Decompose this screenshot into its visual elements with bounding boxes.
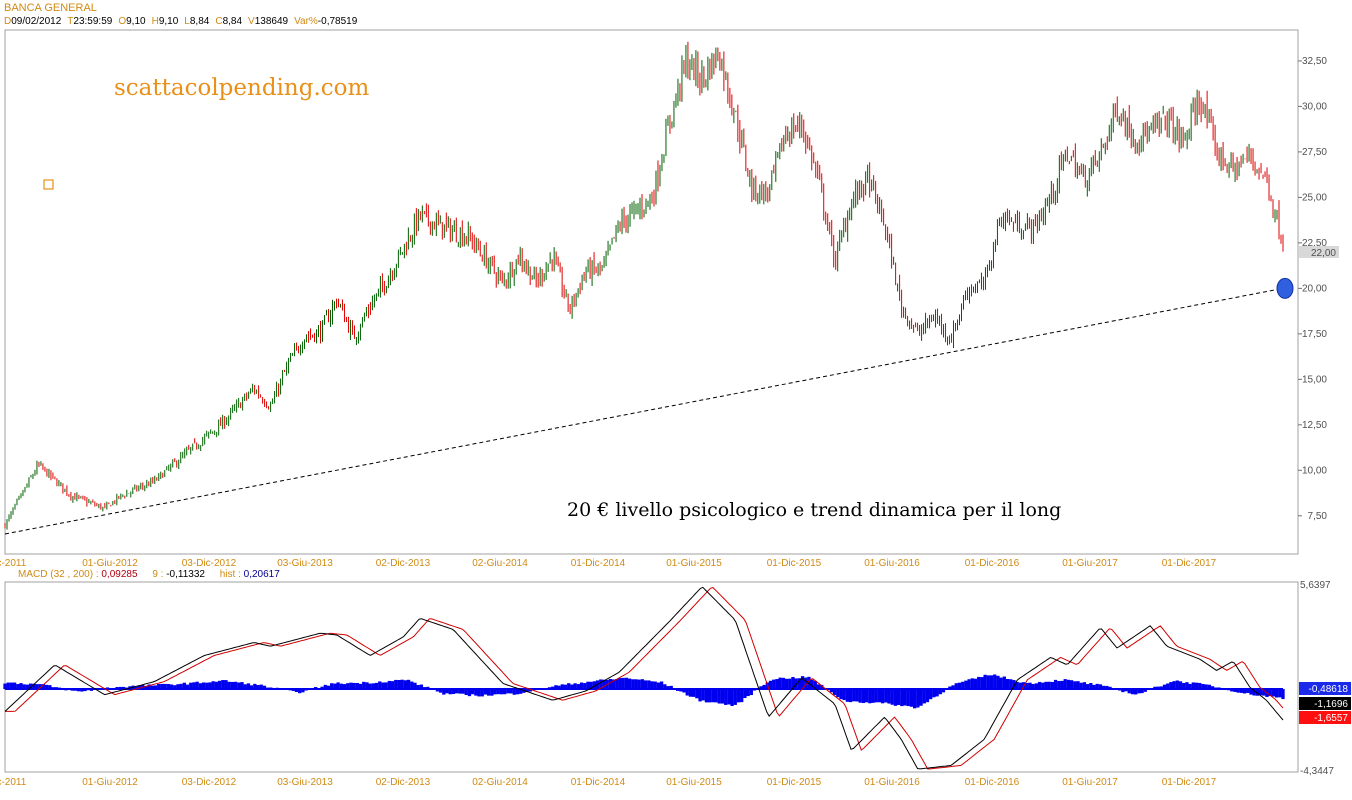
x-tick-label: 01-Giu-2015 bbox=[666, 558, 722, 569]
quote-bar: D09/02/2012 T23:59:59 O9,10 H9,10 L8,84 C8,84… bbox=[4, 16, 363, 27]
y-tick-label: 10,00 bbox=[1302, 465, 1327, 476]
x-tick-label: 01-Giu-2016 bbox=[864, 558, 920, 569]
quote-value: 9,10 bbox=[126, 16, 146, 27]
x-tick-label: 01-Giu-2017 bbox=[1062, 777, 1118, 788]
macd-header: MACD (32 , 200) : 0,09285 9 : -0,11332 h… bbox=[18, 569, 280, 580]
macd-value-box bbox=[1299, 682, 1351, 695]
x-tick-label: 03-Dic-2012 bbox=[182, 558, 237, 569]
quote-value: 23:59:59 bbox=[73, 16, 113, 27]
quote-value: 138649 bbox=[254, 16, 289, 27]
macd-value-labels: -0,48618 -1,1696 -1,6557 bbox=[1299, 682, 1351, 724]
x-tick-label: 02-Giu-2014 bbox=[472, 777, 528, 788]
x-tick-label: 01-Giu-2017 bbox=[1062, 558, 1118, 569]
x-tick-label: 01-Dic-2016 bbox=[965, 558, 1020, 569]
macd-value-label: -1,1696 bbox=[1314, 699, 1348, 710]
quote-key: L bbox=[184, 16, 190, 27]
quote-key: T bbox=[67, 16, 74, 27]
x-tick-label: 01-Giu-2012 bbox=[82, 558, 138, 569]
macd-label: MACD bbox=[18, 569, 48, 580]
macd-histogram bbox=[3, 674, 1285, 709]
watermark: scattacolpending.com bbox=[114, 75, 369, 101]
y-tick-label: 27,50 bbox=[1302, 147, 1327, 158]
macd-y-tick-label: -4,3447 bbox=[1300, 766, 1334, 777]
x-tick-label: 01-Giu-2016 bbox=[864, 777, 920, 788]
quote-key: C bbox=[215, 16, 223, 27]
macd-value-box bbox=[1299, 711, 1351, 724]
x-tick-label: -Dic-2011 bbox=[0, 558, 27, 569]
quote-value: 09/02/2012 bbox=[11, 16, 62, 27]
candlestick-series bbox=[4, 41, 1284, 530]
quote-key: H bbox=[151, 16, 159, 27]
last-price-label: 22,00 bbox=[1311, 248, 1336, 259]
x-tick-label: 01-Dic-2015 bbox=[767, 558, 822, 569]
y-tick-label: 30,00 bbox=[1302, 101, 1327, 112]
y-tick-label: 20,00 bbox=[1302, 283, 1327, 294]
x-tick-label: 03-Giu-2013 bbox=[277, 777, 333, 788]
x-tick-label: 01-Dic-2017 bbox=[1162, 777, 1217, 788]
x-tick-label: 01-Dic-2016 bbox=[965, 777, 1020, 788]
annotation-text: 20 € livello psicologico e trend dinamic… bbox=[567, 499, 1061, 521]
price-y-axis: 7,50 10,00 12,50 15,00 17,50 20,00 22,50 25,00 2… bbox=[1298, 56, 1327, 522]
square-marker-icon bbox=[43, 179, 54, 190]
macd-y-tick-label: 5,6397 bbox=[1300, 580, 1331, 591]
x-tick-label: 02-Dic-2013 bbox=[376, 558, 431, 569]
macd-value: 0,09285 bbox=[101, 569, 138, 580]
macd-value-label: -1,6557 bbox=[1314, 713, 1348, 724]
trend-line bbox=[4, 287, 1284, 535]
macd-line bbox=[4, 586, 1284, 770]
last-price-box bbox=[1299, 245, 1339, 258]
y-tick-label: 25,00 bbox=[1302, 192, 1327, 203]
hist-label: hist : bbox=[219, 569, 241, 580]
x-tick-label: 03-Giu-2013 bbox=[277, 558, 333, 569]
quote-key: Var% bbox=[294, 16, 318, 27]
y-tick-label: 32,50 bbox=[1302, 56, 1327, 67]
macd-value-box bbox=[1299, 697, 1351, 710]
y-tick-label: 17,50 bbox=[1302, 329, 1327, 340]
quote-value: 8,84 bbox=[189, 16, 210, 27]
y-tick-label: 12,50 bbox=[1302, 420, 1327, 431]
x-tick-label: 01-Giu-2012 bbox=[82, 777, 138, 788]
x-tick-label: 01-Dic-2014 bbox=[571, 558, 626, 569]
quote-value: 8,84 bbox=[222, 16, 243, 27]
macd-signal-line bbox=[5, 587, 1284, 770]
price-panel-frame bbox=[4, 29, 1299, 555]
hist-value: 0,20617 bbox=[243, 569, 280, 580]
price-marker-icon bbox=[1276, 277, 1294, 299]
signal-label: 9 : bbox=[152, 569, 164, 580]
x-tick-label: 01-Dic-2015 bbox=[767, 777, 822, 788]
x-tick-label: -Dic-2011 bbox=[0, 777, 27, 788]
quote-key: D bbox=[4, 16, 12, 27]
quote-value: -0,78519 bbox=[317, 16, 358, 27]
x-tick-label: 01-Giu-2015 bbox=[666, 777, 722, 788]
signal-value: -0,11332 bbox=[166, 569, 205, 580]
instrument-title: BANCA GENERAL bbox=[4, 2, 97, 14]
macd-x-axis: -Dic-2011 01-Giu-2012 03-Dic-2012 03-Giu-20… bbox=[0, 777, 1217, 788]
quote-key: V bbox=[248, 16, 255, 27]
x-tick-label: 01-Dic-2014 bbox=[571, 777, 626, 788]
y-tick-label: 7,50 bbox=[1308, 511, 1328, 522]
quote-value: 9,10 bbox=[158, 16, 179, 27]
x-tick-label: 01-Dic-2017 bbox=[1162, 558, 1217, 569]
macd-value-label: -0,48618 bbox=[1309, 684, 1349, 695]
x-tick-label: 02-Dic-2013 bbox=[376, 777, 431, 788]
y-tick-label: 22,50 bbox=[1302, 238, 1327, 249]
x-tick-label: 03-Dic-2012 bbox=[182, 777, 237, 788]
macd-y-axis: 5,6397 -4,3447 bbox=[5, 580, 1334, 777]
quote-key: O bbox=[118, 16, 127, 27]
macd-panel-frame bbox=[4, 581, 1299, 773]
macd-params: (32 , 200) : bbox=[50, 569, 99, 580]
y-tick-label: 15,00 bbox=[1302, 374, 1327, 385]
x-tick-label: 02-Giu-2014 bbox=[472, 558, 528, 569]
price-x-axis: -Dic-2011 01-Giu-2012 03-Dic-2012 03-Giu-20… bbox=[0, 558, 1217, 569]
